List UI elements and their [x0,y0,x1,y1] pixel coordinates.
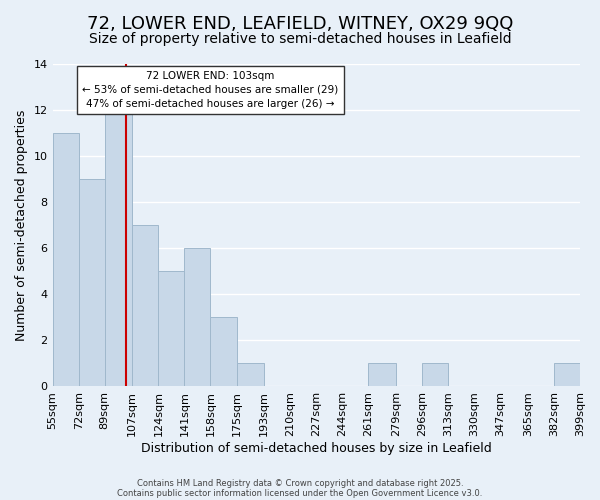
Bar [422,364,448,386]
Text: Contains HM Land Registry data © Crown copyright and database right 2025.: Contains HM Land Registry data © Crown c… [137,478,463,488]
Bar [79,179,104,386]
X-axis label: Distribution of semi-detached houses by size in Leafield: Distribution of semi-detached houses by … [141,442,491,455]
Bar [211,318,236,386]
Text: Contains public sector information licensed under the Open Government Licence v3: Contains public sector information licen… [118,488,482,498]
Bar [104,110,132,386]
Y-axis label: Number of semi-detached properties: Number of semi-detached properties [15,110,28,341]
Bar [53,133,79,386]
Bar [554,364,580,386]
Bar [132,225,158,386]
Bar [158,272,184,386]
Text: 72, LOWER END, LEAFIELD, WITNEY, OX29 9QQ: 72, LOWER END, LEAFIELD, WITNEY, OX29 9Q… [87,15,513,33]
Text: 72 LOWER END: 103sqm
← 53% of semi-detached houses are smaller (29)
47% of semi-: 72 LOWER END: 103sqm ← 53% of semi-detac… [82,71,338,109]
Bar [184,248,211,386]
Text: Size of property relative to semi-detached houses in Leafield: Size of property relative to semi-detach… [89,32,511,46]
Bar [368,364,396,386]
Bar [236,364,264,386]
